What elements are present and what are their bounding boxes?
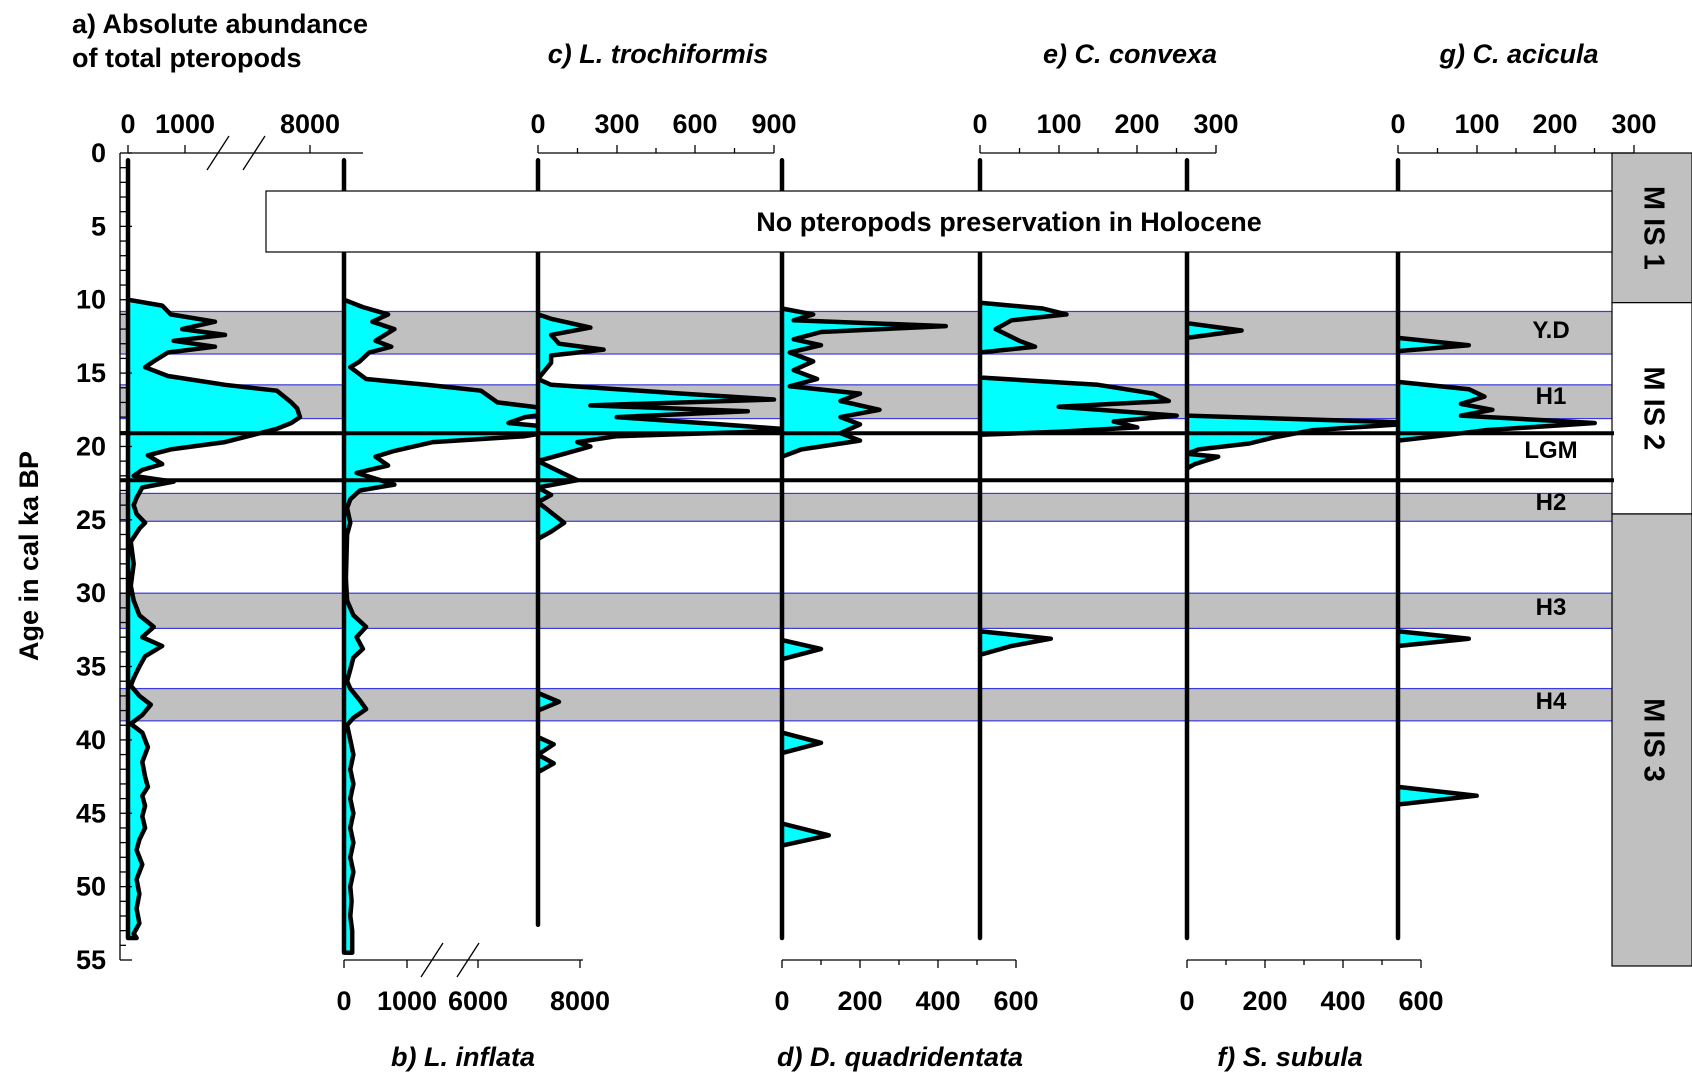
x-tick-label-d-0: 0 bbox=[774, 986, 789, 1016]
holocene-note: No pteropods preservation in Holocene bbox=[756, 207, 1262, 237]
y-tick-label-5: 5 bbox=[91, 211, 106, 241]
y-tick-label-20: 20 bbox=[76, 431, 106, 461]
curve-d bbox=[779, 158, 949, 941]
x-tick-label-e-0: 0 bbox=[972, 109, 987, 139]
x-tick-label-f-200: 200 bbox=[1242, 986, 1287, 1016]
band-h4 bbox=[119, 687, 1615, 722]
x-tick-label-g-100: 100 bbox=[1454, 109, 1499, 139]
x-tick-label-b-8000: 8000 bbox=[550, 986, 610, 1016]
curve-g bbox=[1395, 158, 1597, 941]
x-tick-label-a-0: 0 bbox=[120, 109, 135, 139]
x-tick-label-c-300: 300 bbox=[594, 109, 639, 139]
x-tick-label-g-0: 0 bbox=[1390, 109, 1405, 139]
y-tick-label-0: 0 bbox=[91, 138, 106, 168]
x-tick-label-f-600: 600 bbox=[1398, 986, 1443, 1016]
y-tick-label-55: 55 bbox=[76, 945, 106, 975]
x-tick-label-e-200: 200 bbox=[1114, 109, 1159, 139]
panel-title-b: b) L. inflata bbox=[391, 1042, 535, 1072]
x-tick-label-f-400: 400 bbox=[1320, 986, 1365, 1016]
panel-title-c: c) L. trochiformis bbox=[548, 39, 769, 69]
x-tick-label-f-0: 0 bbox=[1179, 986, 1194, 1016]
stage-label-2: M IS 2 bbox=[1637, 366, 1669, 450]
holocene-note-box bbox=[265, 190, 1613, 253]
axis-break-mark bbox=[242, 135, 266, 171]
panel-title-f: f) S. subula bbox=[1217, 1042, 1363, 1072]
x-tick-label-e-300: 300 bbox=[1193, 109, 1238, 139]
x-tick-label-b-1000: 1000 bbox=[377, 986, 437, 1016]
axes bbox=[119, 135, 1635, 978]
abundance-curves bbox=[125, 158, 1597, 955]
y-tick-label-30: 30 bbox=[76, 578, 106, 608]
panel-title-g: g) C. acicula bbox=[1438, 39, 1598, 69]
panel-title-d: d) D. quadridentata bbox=[777, 1042, 1023, 1072]
curve-c bbox=[535, 158, 803, 928]
x-tick-label-c-900: 900 bbox=[751, 109, 796, 139]
x-tick-label-a-1000: 1000 bbox=[155, 109, 215, 139]
stage-label-1: M IS 1 bbox=[1637, 186, 1669, 270]
x-tick-label-b-0: 0 bbox=[336, 986, 351, 1016]
lgm-label: LGM bbox=[1524, 437, 1577, 464]
stage-box-3 bbox=[1611, 513, 1692, 967]
y-tick-label-45: 45 bbox=[76, 798, 106, 828]
axis-break-mark bbox=[456, 942, 480, 978]
y-tick-label-50: 50 bbox=[76, 872, 106, 902]
y-tick-label-25: 25 bbox=[76, 505, 106, 535]
x-tick-label-c-600: 600 bbox=[672, 109, 717, 139]
axis-break-mark bbox=[420, 942, 444, 978]
curve-e bbox=[977, 158, 1179, 941]
x-tick-label-a-8000: 8000 bbox=[280, 109, 340, 139]
x-tick-label-b-6000: 6000 bbox=[448, 986, 508, 1016]
axis-break-mark bbox=[206, 135, 230, 171]
x-tick-label-c-0: 0 bbox=[530, 109, 545, 139]
panel-title-a-line2: of total pteropods bbox=[72, 43, 301, 73]
curve-f bbox=[1184, 158, 1424, 941]
y-tick-label-40: 40 bbox=[76, 725, 106, 755]
x-tick-label-g-300: 300 bbox=[1611, 109, 1656, 139]
curve-b bbox=[341, 158, 572, 955]
x-tick-label-d-200: 200 bbox=[837, 986, 882, 1016]
panel-title-a-line1: a) Absolute abundance bbox=[72, 9, 368, 39]
x-tick-label-e-100: 100 bbox=[1036, 109, 1081, 139]
y-tick-label-15: 15 bbox=[76, 358, 106, 388]
x-tick-label-d-400: 400 bbox=[915, 986, 960, 1016]
marine-isotope-stages: M IS 1 M IS 2 M IS 3 bbox=[1611, 152, 1692, 967]
band-label-h4: H4 bbox=[1536, 688, 1567, 715]
band-h2 bbox=[119, 492, 1615, 522]
band-label-yd: Y.D bbox=[1532, 317, 1569, 344]
y-tick-label-35: 35 bbox=[76, 652, 106, 682]
stage-box-2 bbox=[1611, 302, 1692, 515]
y-axis-label: Age in cal ka BP bbox=[14, 451, 44, 661]
stage-label-3: M IS 3 bbox=[1637, 698, 1669, 782]
x-tick-label-d-600: 600 bbox=[993, 986, 1038, 1016]
lgm-boundaries bbox=[120, 431, 1614, 483]
band-label-h2: H2 bbox=[1536, 489, 1567, 516]
x-tick-label-g-200: 200 bbox=[1532, 109, 1577, 139]
band-label-h3: H3 bbox=[1536, 594, 1567, 621]
y-tick-label-10: 10 bbox=[76, 285, 106, 315]
curve-a bbox=[125, 158, 303, 941]
band-label-h1: H1 bbox=[1536, 383, 1567, 410]
panel-title-e: e) C. convexa bbox=[1043, 39, 1217, 69]
